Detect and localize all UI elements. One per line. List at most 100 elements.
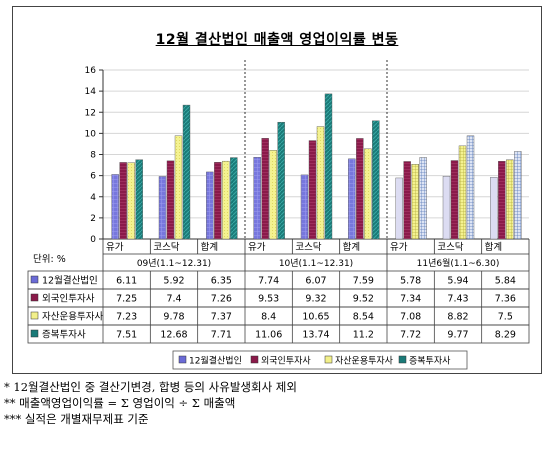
y-tick-label: 14 — [85, 87, 97, 97]
table-cell: 7.26 — [211, 294, 232, 305]
table-swatch-증복투자사 — [30, 329, 39, 338]
chart-svg: 0 2 4 6 8 10 12 14 16 유가 코스닥 합계 유가 코스닥 합계 유가 코스닥 합계 09년(1.… — [27, 60, 530, 370]
bar-자산운용투자사-2 — [222, 160, 230, 240]
bar-증복투자사-0 — [135, 159, 143, 240]
legend-label: 증복투자사 — [409, 356, 451, 367]
table-cell: 5.94 — [447, 276, 468, 287]
category-label: 합계 — [485, 241, 502, 253]
bar-외국인투자사-0 — [119, 162, 127, 240]
table-cell: 8.54 — [353, 312, 374, 323]
bar-자산운용투자사-1 — [174, 135, 183, 240]
bar-12월결산법인-8 — [490, 177, 498, 240]
bar-자산운용투자사-0 — [127, 162, 135, 240]
table-cell: 7.37 — [211, 312, 232, 323]
bar-증복투자사-8 — [514, 151, 522, 240]
table-cell: 5.92 — [163, 276, 184, 287]
bar-12월결산법인-0 — [111, 174, 119, 240]
bar-12월결산법인-5 — [348, 158, 356, 240]
table-cell: 6.11 — [116, 276, 137, 287]
bar-증복투자사-3 — [277, 121, 285, 240]
table-cell: 9.32 — [305, 294, 326, 305]
bar-12월결산법인-6 — [395, 177, 403, 240]
table-cell: 7.51 — [116, 330, 137, 341]
group-label: 09년(1.1~12.31) — [137, 258, 211, 269]
bar-외국인투자사-1 — [166, 160, 175, 240]
y-tick-label: 12 — [85, 108, 96, 118]
bar-외국인투자사-2 — [214, 162, 222, 240]
table-cell: 6.35 — [211, 276, 232, 287]
bar-증복투자사-6 — [419, 157, 427, 240]
unit-label: 단위: % — [33, 253, 66, 265]
table-cell: 9.53 — [258, 294, 279, 305]
table-cell: 9.78 — [163, 312, 184, 323]
category-label: 합계 — [343, 241, 360, 253]
category-label: 코스닥 — [295, 242, 321, 253]
bar-자산운용투자사-3 — [269, 150, 277, 240]
bar-자산운용투자사-7 — [458, 145, 467, 240]
table-cell: 11.2 — [353, 330, 374, 341]
legend-label: 자산운용투자사 — [335, 356, 394, 367]
bar-외국인투자사-6 — [403, 161, 411, 240]
table-cell: 7.43 — [447, 294, 468, 305]
table-cell: 8.4 — [261, 312, 276, 323]
table-cell: 5.84 — [495, 276, 516, 287]
bar-외국인투자사-7 — [450, 160, 459, 240]
table-cell: 8.29 — [495, 330, 516, 341]
chart-frame: 12월 결산법인 매출액 영업이익률 변동 — [12, 6, 542, 374]
bar-12월결산법인-4 — [300, 174, 309, 240]
table-cell: 7.23 — [116, 312, 137, 323]
category-label: 유가 — [390, 242, 408, 253]
category-label: 유가 — [106, 242, 124, 253]
y-tick-label: 8 — [90, 151, 96, 161]
y-tick-label: 10 — [85, 129, 97, 139]
y-tick-label: 6 — [90, 172, 96, 182]
table-row-label: 증복투자사 — [42, 330, 86, 341]
legend-box — [172, 350, 468, 370]
legend-label: 12월결산법인 — [189, 355, 242, 367]
table-cell: 7.08 — [400, 312, 421, 323]
category-label: 코스닥 — [153, 242, 179, 253]
table-cell: 7.5 — [498, 312, 513, 323]
legend-swatch-12월결산법인 — [178, 355, 187, 364]
bar-외국인투자사-3 — [261, 138, 269, 240]
table-cell: 5.78 — [400, 276, 421, 287]
table-swatch-자산운용투자사 — [30, 311, 39, 320]
bar-증복투자사-2 — [230, 157, 238, 240]
table-cell: 13.74 — [302, 330, 329, 341]
category-label: 합계 — [201, 241, 218, 253]
bar-증복투자사-4 — [324, 93, 333, 240]
y-tick-label: 4 — [90, 193, 96, 203]
table-cell: 7.59 — [353, 276, 374, 287]
bar-자산운용투자사-6 — [411, 164, 419, 240]
bar-12월결산법인-1 — [158, 176, 167, 240]
table-row-label: 자산운용투자사 — [42, 312, 103, 323]
bar-12월결산법인-2 — [206, 171, 214, 240]
plot-area: 0 2 4 6 8 10 12 14 16 유가 코스닥 합계 유가 코스닥 합계 유가 코스닥 합계 09년(1.… — [27, 60, 530, 370]
chart-title: 12월 결산법인 매출액 영업이익률 변동 — [155, 32, 399, 48]
bar-외국인투자사-5 — [356, 138, 364, 240]
y-tick-label: 0 — [90, 235, 96, 245]
bar-12월결산법인-7 — [442, 176, 451, 240]
bar-증복투자사-1 — [182, 104, 191, 240]
bar-외국인투자사-4 — [308, 140, 317, 240]
table-cell: 7.25 — [116, 294, 137, 305]
bar-자산운용투자사-5 — [364, 148, 372, 240]
table-cell: 6.07 — [305, 276, 326, 287]
table-cell: 12.68 — [160, 330, 187, 341]
legend-swatch-증복투자사 — [398, 355, 407, 364]
bar-자산운용투자사-8 — [506, 159, 514, 240]
bar-증복투자사-7 — [466, 135, 475, 240]
legend-label: 외국인투자사 — [261, 355, 311, 367]
table-row — [27, 324, 530, 344]
table-cell: 7.34 — [400, 294, 421, 305]
table-row-label: 12월결산법인 — [42, 275, 98, 287]
table-cell: 7.36 — [495, 294, 516, 305]
bar-외국인투자사-8 — [498, 161, 506, 240]
y-tick-label: 16 — [85, 66, 97, 76]
legend-swatch-외국인투자사 — [250, 355, 259, 364]
footnote-2: ** 매출액영업이익률 = Σ 영업이익 ÷ Σ 매출액 — [4, 396, 236, 410]
group-label: 11년6월(1.1~6.30) — [417, 257, 500, 269]
legend-swatch-자산운용투자사 — [324, 355, 333, 364]
table-cell: 9.52 — [353, 294, 374, 305]
footnote-1: * 12월결산법인 중 결산기변경, 합병 등의 사유발생회사 제외 — [4, 380, 297, 394]
